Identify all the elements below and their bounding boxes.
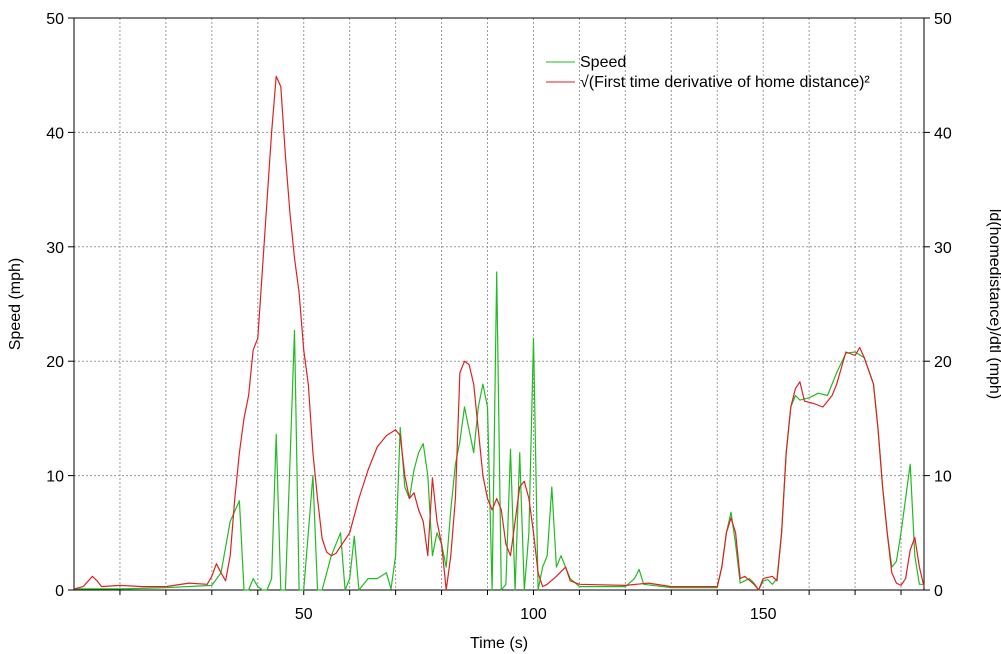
x-tick-label: 100 <box>520 606 547 623</box>
y-axis-title: Speed (mph) <box>7 258 24 351</box>
y-tick-label: 50 <box>46 11 64 28</box>
legend: Speed √(First time derivative of home di… <box>546 54 870 91</box>
legend-label-speed: Speed <box>580 54 626 71</box>
y-tick-label: 0 <box>55 583 64 600</box>
plot-frame <box>73 17 925 591</box>
legend-label-derivative: √(First time derivative of home distance… <box>580 74 870 91</box>
y2-tick-label: 20 <box>934 354 952 371</box>
x-axis-title: Time (s) <box>470 635 528 652</box>
grid <box>74 18 924 590</box>
series-line-1 <box>73 75 925 591</box>
y2-tick-label: 40 <box>934 125 952 142</box>
y-tick-label: 20 <box>46 354 64 371</box>
x-tick-label: 50 <box>295 606 313 623</box>
ticks: 0 0 10 10 20 20 30 30 40 40 50 50 50 100 150 <box>46 11 952 623</box>
y2-tick-label: 30 <box>934 240 952 257</box>
x-tick-label: 150 <box>750 606 777 623</box>
y2-tick-label: 0 <box>934 583 943 600</box>
y-tick-label: 30 <box>46 240 64 257</box>
y2-tick-label: 50 <box>934 11 952 28</box>
y2-tick-label: 10 <box>934 469 952 486</box>
y-tick-label: 10 <box>46 469 64 486</box>
y2-axis-title: ld(homedistance)/dtl (mph) <box>986 209 1001 399</box>
series <box>73 75 925 591</box>
series-line-0 <box>74 271 924 591</box>
y-tick-label: 40 <box>46 125 64 142</box>
